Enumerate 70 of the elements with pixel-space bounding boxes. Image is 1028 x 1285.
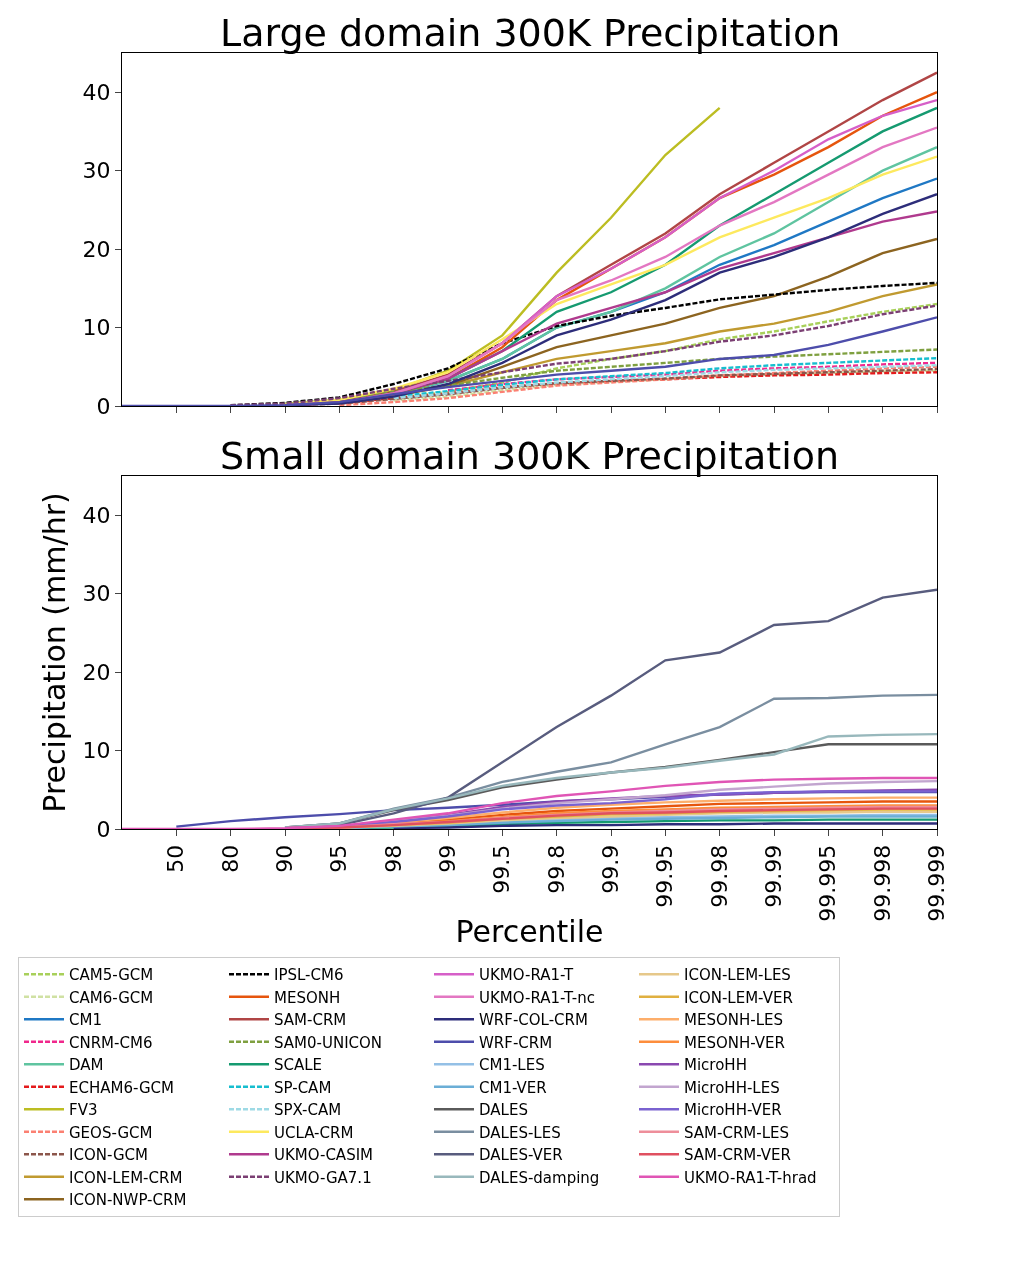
x-axis-title: Percentile <box>455 914 604 950</box>
y-tick-label: 30 <box>82 581 111 607</box>
x-tick-label: 50 <box>163 844 189 873</box>
legend-label: DAM <box>69 1056 104 1075</box>
y-tick-label: 20 <box>82 236 111 262</box>
x-tick-label: 99.9 <box>598 844 624 894</box>
legend-label: SAM0-UNICON <box>274 1033 383 1052</box>
legend-label: SP-CAM <box>274 1078 332 1097</box>
legend-label: CAM5-GCM <box>69 966 154 985</box>
x-tick-label: 99.98 <box>706 844 732 908</box>
y-tick-label: 20 <box>82 659 111 685</box>
legend-label: UKMO-CASIM <box>274 1146 374 1165</box>
legend-label: UKMO-RA1-T-nc <box>479 988 596 1007</box>
legend-label: MESONH-LES <box>684 1011 784 1030</box>
legend-label: GEOS-GCM <box>69 1123 153 1142</box>
legend-label: CM1-LES <box>479 1056 545 1075</box>
y-tick-label: 30 <box>82 158 111 184</box>
legend-label: MicroHH-VER <box>684 1101 782 1120</box>
x-tick-label: 99.5 <box>489 844 515 894</box>
legend-label: FV3 <box>69 1101 98 1120</box>
legend-label: ICON-LEM-VER <box>684 988 793 1007</box>
legend-label: SAM-CRM-LES <box>684 1123 790 1142</box>
y-tick-label: 0 <box>96 393 111 419</box>
legend-label: SPX-CAM <box>274 1101 342 1120</box>
x-tick-label: 98 <box>380 844 406 873</box>
x-tick-label: 99.999 <box>924 844 950 922</box>
y-tick-label: 40 <box>82 79 111 105</box>
y-tick-label: 10 <box>82 315 111 341</box>
legend-label: WRF-CRM <box>479 1033 553 1052</box>
legend-label: SAM-CRM <box>274 1011 347 1030</box>
legend-label: DALES-LES <box>479 1123 561 1142</box>
legend-label: ECHAM6-GCM <box>69 1078 174 1097</box>
legend-label: MicroHH-LES <box>684 1078 780 1097</box>
chart-title: Large domain 300K Precipitation <box>220 11 841 55</box>
x-tick-label: 99.995 <box>815 844 841 922</box>
legend-label: MESONH <box>274 988 341 1007</box>
legend-label: MicroHH <box>684 1056 747 1075</box>
legend-label: DALES-damping <box>479 1168 600 1187</box>
legend-label: ICON-GCM <box>69 1146 148 1165</box>
y-tick-label: 40 <box>82 502 111 528</box>
legend-label: UCLA-CRM <box>274 1123 354 1142</box>
y-tick-label: 0 <box>96 816 111 842</box>
y-tick-label: 10 <box>82 738 111 764</box>
x-tick-label: 99.998 <box>869 844 895 922</box>
legend-label: ICON-NWP-CRM <box>69 1191 187 1210</box>
x-tick-label: 80 <box>217 844 243 873</box>
legend-label: UKMO-GA7.1 <box>274 1168 372 1187</box>
legend-label: MESONH-VER <box>684 1033 785 1052</box>
legend-label: DALES <box>479 1101 528 1120</box>
legend-label: DALES-VER <box>479 1146 563 1165</box>
chart-title: Small domain 300K Precipitation <box>220 434 840 478</box>
legend-label: CNRM-CM6 <box>69 1033 153 1052</box>
x-tick-label: 90 <box>272 844 298 873</box>
legend-label: UKMO-RA1-T <box>479 966 575 985</box>
legend-label: CM1-VER <box>479 1078 547 1097</box>
x-tick-label: 99.95 <box>652 844 678 908</box>
legend-label: SCALE <box>274 1056 323 1075</box>
legend-label: ICON-LEM-CRM <box>69 1168 183 1187</box>
x-tick-label: 95 <box>326 844 352 873</box>
legend-label: SAM-CRM-VER <box>684 1146 791 1165</box>
legend-label: IPSL-CM6 <box>274 966 344 985</box>
y-axis-title: Precipitation (mm/hr) <box>36 492 72 813</box>
x-tick-label: 99 <box>435 844 461 873</box>
legend-label: CAM6-GCM <box>69 988 154 1007</box>
x-tick-label: 99.99 <box>761 844 787 908</box>
legend-label: WRF-COL-CRM <box>479 1011 588 1030</box>
legend-label: UKMO-RA1-T-hrad <box>684 1168 817 1187</box>
legend-label: ICON-LEM-LES <box>684 966 791 985</box>
legend-label: CM1 <box>69 1011 102 1030</box>
x-tick-label: 99.8 <box>543 844 569 894</box>
